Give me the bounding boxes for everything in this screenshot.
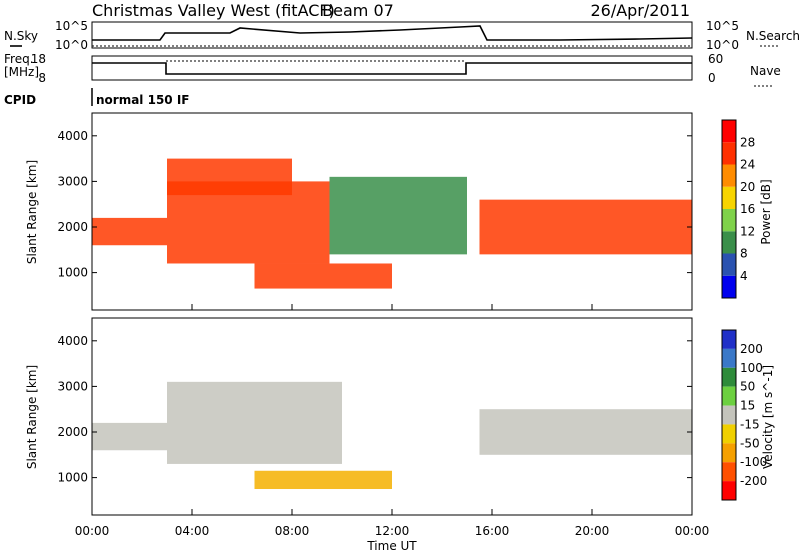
freq-panel-frame bbox=[91, 55, 693, 81]
power-colorbar: 4 8 12 16 20 24 28 bbox=[721, 119, 755, 299]
power-echo-region bbox=[479, 199, 692, 255]
freq-panel: 18 8 60 0 Freq. [MHz] Nave bbox=[4, 52, 781, 87]
power-colorbar-swatch bbox=[722, 120, 736, 143]
power-y-tick-label: 1000 bbox=[57, 266, 88, 280]
velocity-colorbar-frame bbox=[721, 329, 737, 501]
power-y-tick-label: 3000 bbox=[57, 174, 88, 188]
power-panel: 1000 2000 3000 4000 Slant Range [km] 4 8 12 16… bbox=[25, 112, 773, 311]
freq-label-line1: Freq. bbox=[4, 52, 34, 66]
power-x-ticks bbox=[91, 304, 693, 310]
velocity-colorbar-tick-label: -15 bbox=[740, 417, 760, 431]
count-tick-top-left: 10^5 bbox=[55, 19, 88, 33]
power-y-ticks: 1000 2000 3000 4000 bbox=[57, 129, 692, 280]
freq-line bbox=[92, 62, 692, 75]
velocity-colorbar-label: Velocity [m s^-1] bbox=[761, 365, 775, 469]
velocity-panel: 1000 2000 3000 4000 00:00 04:00 08:00 12:00 16:… bbox=[25, 317, 775, 538]
power-y-tick-label: 4000 bbox=[57, 129, 88, 143]
x-tick-label: 16:00 bbox=[475, 524, 510, 538]
power-echo-region bbox=[254, 263, 392, 289]
counts-panel-frame bbox=[91, 21, 693, 49]
x-axis-label: Time UT bbox=[366, 539, 417, 553]
velocity-colorbar-tick-label: 200 bbox=[740, 342, 763, 356]
nsky-line bbox=[92, 25, 693, 41]
power-colorbar-swatch bbox=[722, 209, 736, 232]
power-colorbar-tick-label: 16 bbox=[740, 202, 755, 216]
count-tick-bottom-right: 10^0 bbox=[706, 38, 739, 52]
power-colorbar-tick-label: 24 bbox=[740, 158, 755, 172]
velocity-colorbar-swatch bbox=[722, 462, 736, 482]
power-colorbar-tick-label: 20 bbox=[740, 180, 755, 194]
power-colorbar-frame bbox=[721, 119, 737, 299]
velocity-echo-region bbox=[92, 422, 167, 451]
velocity-echo-region bbox=[479, 409, 692, 455]
velocity-y-tick-label: 4000 bbox=[57, 334, 88, 348]
station-title: Christmas Valley West (fitACF) bbox=[92, 1, 335, 20]
power-colorbar-tick-label: 12 bbox=[740, 224, 755, 238]
power-echo-region bbox=[329, 176, 467, 255]
velocity-colorbar-tick-label: 100 bbox=[740, 361, 763, 375]
velocity-colorbar-swatch bbox=[722, 348, 736, 368]
velocity-colorbar-swatch bbox=[722, 443, 736, 463]
x-tick-label: 08:00 bbox=[275, 524, 310, 538]
velocity-ylabel: Slant Range [km] bbox=[25, 365, 39, 469]
velocity-colorbar-swatch bbox=[722, 405, 736, 425]
velocity-colorbar-swatch bbox=[722, 367, 736, 387]
power-colorbar-swatch bbox=[722, 186, 736, 209]
power-echo-region bbox=[92, 217, 167, 246]
velocity-colorbar-tick-label: -50 bbox=[740, 436, 760, 450]
x-tick-label: 00:00 bbox=[675, 524, 710, 538]
velocity-y-tick-label: 2000 bbox=[57, 425, 88, 439]
velocity-colorbar-tick-label: -200 bbox=[740, 474, 767, 488]
velocity-y-tick-label: 1000 bbox=[57, 471, 88, 485]
cpid-label: CPID bbox=[4, 93, 36, 107]
velocity-colorbar-swatch bbox=[722, 481, 736, 500]
velocity-colorbar-tick-label: -100 bbox=[740, 455, 767, 469]
velocity-echo-regions bbox=[92, 381, 692, 490]
count-tick-bottom-left: 10^0 bbox=[55, 38, 88, 52]
power-colorbar-swatch bbox=[722, 142, 736, 165]
freq-tick-bottom: 8 bbox=[38, 71, 46, 85]
velocity-colorbar-swatch bbox=[722, 424, 736, 444]
power-colorbar-swatch bbox=[722, 231, 736, 254]
power-echo-regions bbox=[92, 158, 692, 289]
power-echo-region bbox=[167, 158, 292, 196]
power-colorbar-swatch bbox=[722, 164, 736, 187]
power-colorbar-swatch bbox=[722, 275, 736, 298]
cpid-value: normal 150 IF bbox=[96, 93, 190, 107]
nsearch-label: N.Search bbox=[746, 29, 800, 43]
nave-tick-bottom: 0 bbox=[708, 71, 716, 85]
velocity-echo-region bbox=[167, 381, 342, 464]
power-ylabel: Slant Range [km] bbox=[25, 160, 39, 264]
velocity-y-ticks: 1000 2000 3000 4000 bbox=[57, 334, 692, 485]
counts-panel: 10^5 10^0 10^5 10^0 N.Sky N.Search bbox=[4, 19, 800, 52]
date-title: 26/Apr/2011 bbox=[590, 1, 690, 20]
power-colorbar-tick-label: 8 bbox=[740, 247, 748, 261]
velocity-colorbar-swatch bbox=[722, 386, 736, 406]
power-colorbar-tick-label: 28 bbox=[740, 135, 755, 149]
power-colorbar-label: Power [dB] bbox=[759, 179, 773, 244]
nave-label: Nave bbox=[750, 64, 781, 78]
x-tick-label: 20:00 bbox=[575, 524, 610, 538]
velocity-colorbar-tick-label: 15 bbox=[740, 399, 755, 413]
velocity-colorbar-swatch bbox=[722, 330, 736, 349]
x-tick-label: 04:00 bbox=[175, 524, 210, 538]
beam-title: Beam 07 bbox=[322, 1, 394, 20]
freq-tick-top: 18 bbox=[31, 52, 46, 66]
velocity-colorbar-tick-label: 50 bbox=[740, 380, 755, 394]
velocity-x-ticks: 00:00 04:00 08:00 12:00 16:00 20:00 00:00 bbox=[75, 509, 710, 538]
x-tick-label: 12:00 bbox=[375, 524, 410, 538]
freq-label-line2: [MHz] bbox=[4, 65, 39, 79]
power-y-tick-label: 2000 bbox=[57, 220, 88, 234]
nsky-label: N.Sky bbox=[4, 29, 38, 43]
velocity-echo-region bbox=[254, 470, 392, 490]
x-tick-label: 00:00 bbox=[75, 524, 110, 538]
power-colorbar-tick-label: 4 bbox=[740, 269, 748, 283]
nave-tick-top: 60 bbox=[708, 52, 723, 66]
velocity-colorbar: 200 100 50 15 -15 -50 -100 -200 bbox=[721, 329, 767, 501]
velocity-y-tick-label: 3000 bbox=[57, 379, 88, 393]
count-tick-top-right: 10^5 bbox=[706, 19, 739, 33]
power-colorbar-swatch bbox=[722, 253, 736, 276]
